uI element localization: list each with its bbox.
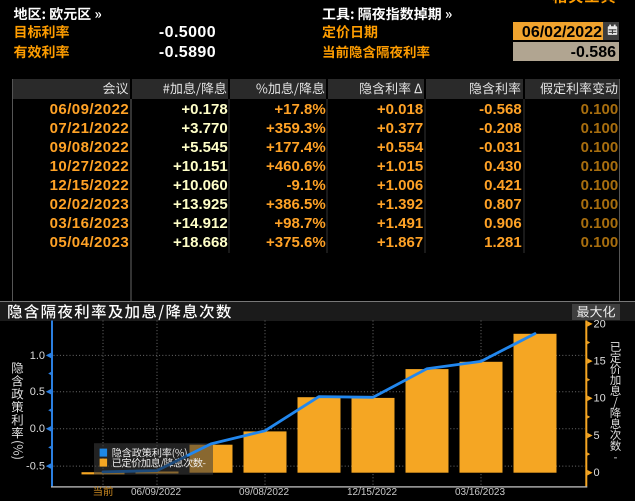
svg-text:0.0: 0.0 [30, 423, 45, 435]
svg-text:1.0: 1.0 [30, 350, 45, 362]
svg-text:20: 20 [594, 318, 606, 330]
svg-text:0: 0 [594, 467, 600, 479]
svg-text:5: 5 [594, 430, 600, 442]
svg-text:0.5: 0.5 [30, 386, 45, 398]
svg-text:-0.5: -0.5 [26, 461, 45, 473]
svg-text:10: 10 [594, 393, 606, 405]
svg-text:15: 15 [594, 356, 606, 368]
